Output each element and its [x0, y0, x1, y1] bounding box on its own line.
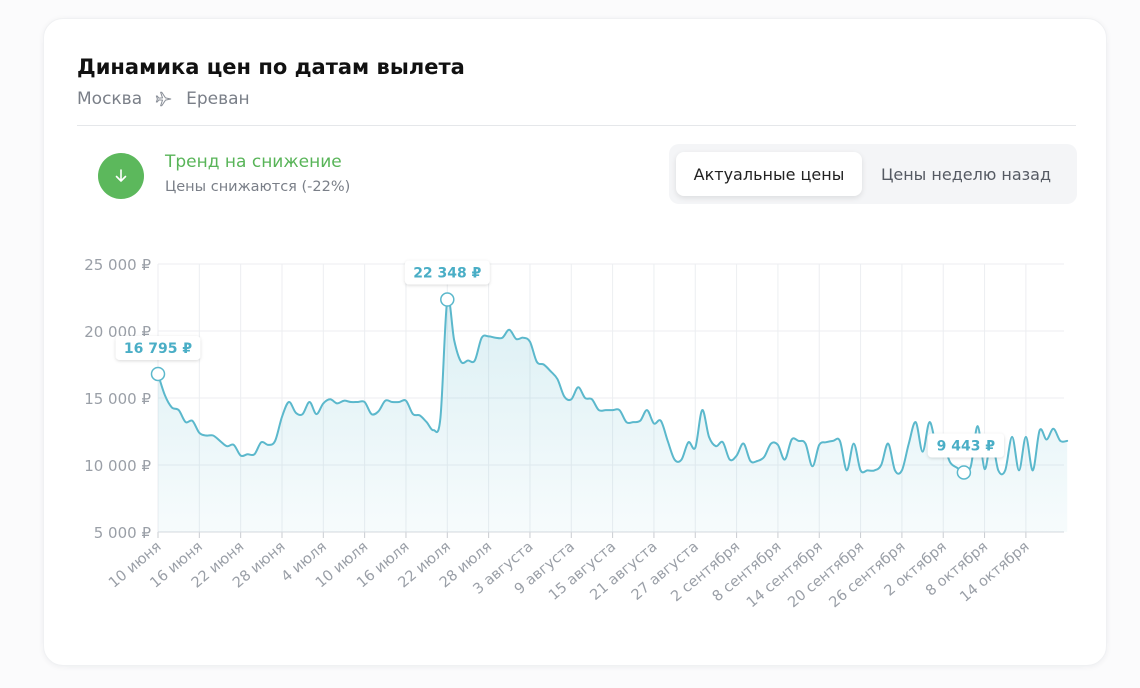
marker-label: 16 795 ₽ — [124, 341, 192, 357]
week-ago-prices-button[interactable]: Цены неделю назад — [880, 164, 1052, 184]
price-area — [158, 297, 1068, 532]
arrow-down-icon — [98, 153, 144, 199]
price-marker — [150, 366, 166, 382]
route-destination: Ереван — [186, 89, 250, 109]
y-tick-label: 15 000 ₽ — [84, 390, 151, 408]
marker-label-box — [115, 335, 201, 360]
marker-label: 22 348 ₽ — [413, 266, 481, 282]
marker-label: 9 443 ₽ — [937, 438, 996, 454]
current-prices-button[interactable]: Актуальные цены — [676, 152, 862, 196]
price-marker — [956, 465, 972, 480]
price-line — [157, 296, 1069, 476]
card-title: Динамика цен по датам вылета — [77, 55, 465, 79]
price-mode-toggle: Актуальные цены Цены неделю назад — [669, 144, 1077, 204]
marker-label-box — [927, 433, 1004, 458]
route: Москва Ереван — [77, 89, 250, 109]
trend-subtitle: Цены снижаются (-22%) — [165, 179, 351, 195]
airplane-icon — [155, 91, 172, 107]
price-marker — [440, 292, 455, 307]
y-tick-label: 25 000 ₽ — [84, 256, 151, 274]
price-dynamics-card: Динамика цен по датам вылета Москва Ерев… — [43, 18, 1107, 666]
route-origin: Москва — [77, 89, 143, 109]
y-tick-label: 5 000 ₽ — [94, 524, 152, 542]
divider — [77, 125, 1076, 126]
marker-label-box — [404, 260, 490, 285]
y-tick-label: 10 000 ₽ — [84, 457, 151, 475]
trend-title: Тренд на снижение — [165, 152, 342, 172]
